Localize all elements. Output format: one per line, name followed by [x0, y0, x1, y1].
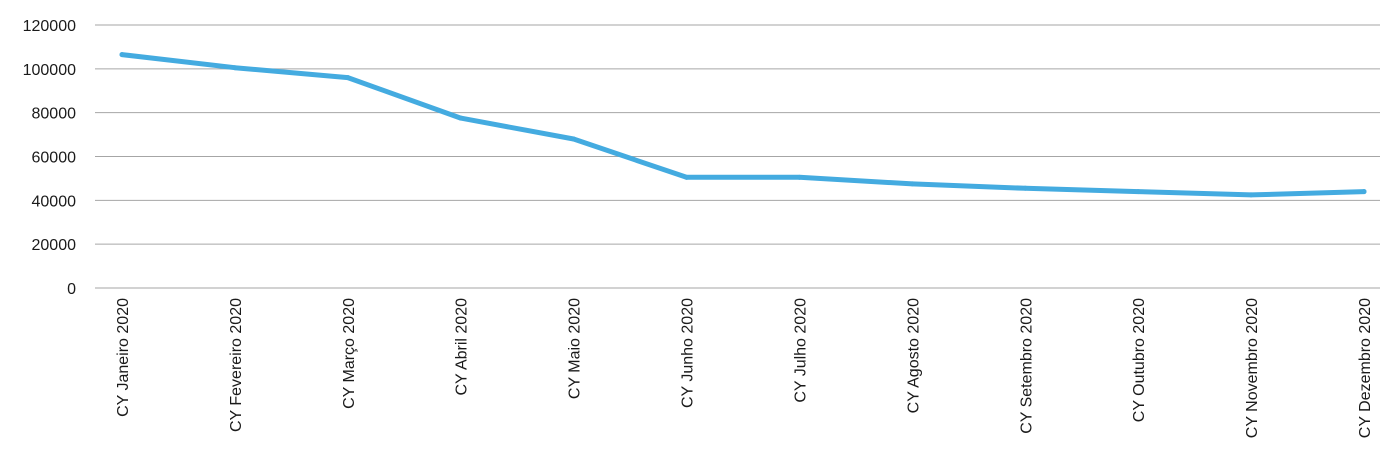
- x-tick-label: CY Março 2020: [341, 298, 358, 409]
- data-point: [684, 174, 690, 180]
- x-axis-tick-labels: CY Janeiro 2020 CY Fevereiro 2020 CY Março…: [115, 298, 1374, 438]
- data-point: [1361, 189, 1367, 195]
- y-tick-label: 0: [67, 281, 76, 298]
- data-point: [345, 75, 351, 81]
- data-point: [1248, 192, 1254, 198]
- data-point: [119, 52, 125, 58]
- y-tick-label: 120000: [23, 18, 76, 35]
- gridlines: [95, 24, 1380, 289]
- y-axis-tick-labels: 0 20000 40000 60000 80000 100000 120000: [23, 18, 76, 298]
- y-tick-label: 60000: [32, 150, 77, 167]
- x-tick-label: CY Agosto 2020: [905, 298, 922, 413]
- data-point: [232, 65, 238, 71]
- x-tick-label: CY Setembro 2020: [1018, 298, 1035, 434]
- y-tick-label: 80000: [32, 106, 77, 123]
- data-point: [796, 174, 802, 180]
- x-tick-label: CY Outubro 2020: [1131, 298, 1148, 422]
- x-tick-label: CY Maio 2020: [567, 298, 584, 399]
- series-line: [119, 52, 1367, 198]
- x-tick-label: CY Dezembro 2020: [1357, 298, 1374, 438]
- x-tick-label: CY Fevereiro 2020: [228, 298, 245, 432]
- x-tick-label: CY Abril 2020: [454, 298, 471, 396]
- y-tick-label: 20000: [32, 237, 77, 254]
- data-point: [1135, 189, 1141, 195]
- y-tick-label: 40000: [32, 193, 77, 210]
- x-tick-label: CY Janeiro 2020: [115, 298, 132, 417]
- x-tick-label: CY Novembro 2020: [1244, 298, 1261, 438]
- data-point: [458, 115, 464, 121]
- data-point: [1022, 185, 1028, 191]
- series-group: [119, 52, 1367, 198]
- data-point: [909, 181, 915, 187]
- x-tick-label: CY Julho 2020: [792, 298, 809, 403]
- x-tick-label: CY Junho 2020: [680, 298, 697, 408]
- y-tick-label: 100000: [23, 62, 76, 79]
- data-point: [571, 136, 577, 142]
